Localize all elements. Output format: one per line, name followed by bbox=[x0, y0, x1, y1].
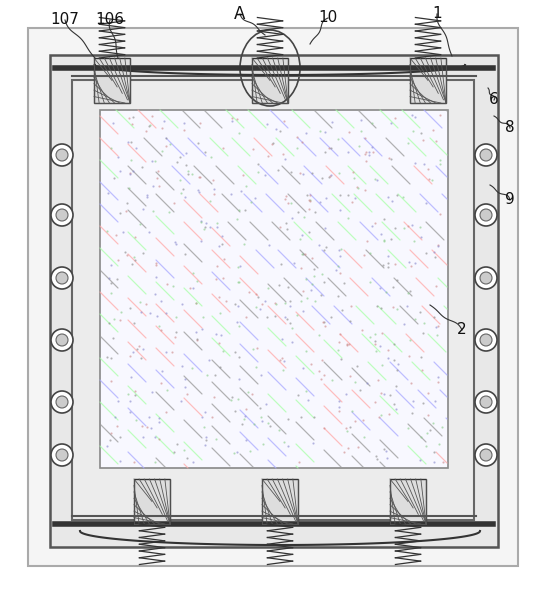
Circle shape bbox=[56, 209, 68, 221]
Circle shape bbox=[475, 204, 497, 226]
Bar bbox=[50, 55, 498, 547]
Text: 107: 107 bbox=[50, 13, 80, 28]
Circle shape bbox=[56, 334, 68, 346]
Circle shape bbox=[475, 391, 497, 413]
Circle shape bbox=[51, 144, 73, 166]
Circle shape bbox=[480, 272, 492, 284]
Text: 106: 106 bbox=[96, 13, 124, 28]
Text: 2: 2 bbox=[457, 322, 467, 337]
Text: 6: 6 bbox=[489, 92, 499, 107]
Bar bbox=[262, 479, 298, 524]
Text: 8: 8 bbox=[505, 120, 515, 135]
Circle shape bbox=[56, 272, 68, 284]
Circle shape bbox=[475, 444, 497, 466]
Bar bbox=[134, 479, 170, 524]
Bar bbox=[390, 479, 426, 524]
Text: A: A bbox=[234, 5, 246, 23]
Circle shape bbox=[475, 144, 497, 166]
Circle shape bbox=[51, 204, 73, 226]
Text: 9: 9 bbox=[505, 192, 515, 207]
Circle shape bbox=[56, 149, 68, 161]
Circle shape bbox=[480, 149, 492, 161]
Text: 10: 10 bbox=[319, 11, 338, 26]
Circle shape bbox=[56, 449, 68, 461]
Bar bbox=[72, 80, 474, 520]
Bar bbox=[252, 58, 288, 103]
Circle shape bbox=[480, 396, 492, 408]
Bar bbox=[410, 58, 446, 103]
Circle shape bbox=[51, 391, 73, 413]
Circle shape bbox=[51, 329, 73, 351]
Bar bbox=[100, 110, 448, 468]
Circle shape bbox=[475, 329, 497, 351]
Circle shape bbox=[475, 267, 497, 289]
Circle shape bbox=[51, 267, 73, 289]
Circle shape bbox=[480, 449, 492, 461]
Circle shape bbox=[480, 209, 492, 221]
Text: 1: 1 bbox=[432, 7, 442, 22]
Circle shape bbox=[480, 334, 492, 346]
Bar bbox=[28, 28, 518, 566]
Bar bbox=[94, 58, 130, 103]
Circle shape bbox=[51, 444, 73, 466]
Circle shape bbox=[56, 396, 68, 408]
